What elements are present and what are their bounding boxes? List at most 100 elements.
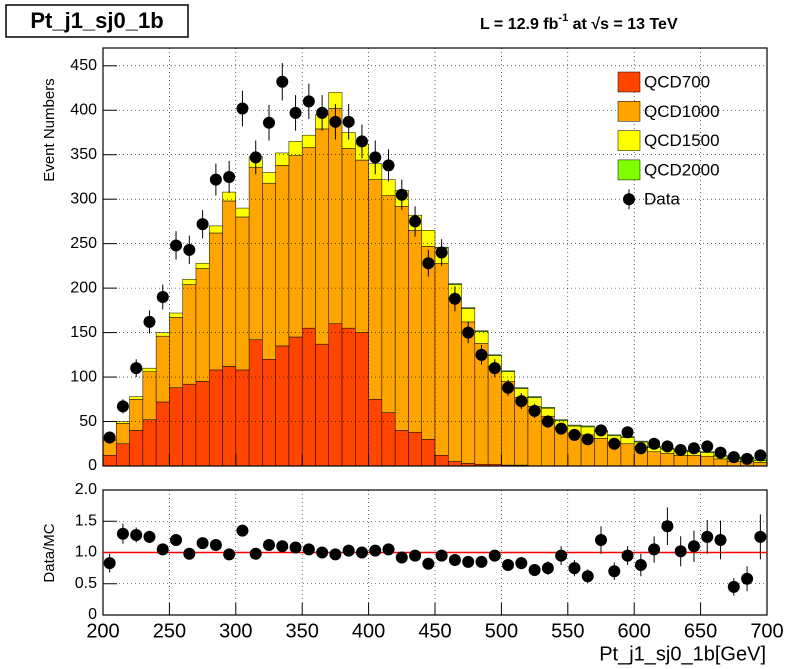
x-tick-label: 500 <box>485 620 518 642</box>
chart-title: Pt_j1_sj0_1b <box>30 8 163 33</box>
data-point <box>236 102 249 115</box>
histogram-segment <box>633 440 648 443</box>
data-point <box>727 580 740 593</box>
data-point <box>183 547 196 560</box>
histogram-segment <box>594 438 608 467</box>
annotation: L = 12.9 fb-1 at √s = 13 TeV <box>480 12 678 33</box>
histogram-segment <box>182 278 197 285</box>
histogram-segment <box>155 401 170 467</box>
data-point <box>541 562 554 575</box>
data-point <box>661 520 674 533</box>
data-point <box>488 362 501 375</box>
histogram-segment <box>448 283 462 285</box>
histogram-segment <box>315 343 330 467</box>
y-tick-label: 1.0 <box>75 544 97 561</box>
histogram-segment <box>368 399 383 467</box>
histogram-segment <box>713 458 728 467</box>
histogram-segment <box>540 407 555 409</box>
histogram-segment <box>222 200 237 367</box>
data-point <box>448 554 461 566</box>
x-tick-label: 550 <box>551 620 584 642</box>
y-axis-label: Event Numbers <box>41 78 58 181</box>
data-point <box>608 565 621 578</box>
data-point <box>568 562 581 575</box>
data-point <box>475 555 488 568</box>
data-point <box>555 549 568 562</box>
legend-label: Data <box>644 190 680 209</box>
histogram-segment <box>208 369 223 467</box>
data-point <box>741 572 754 585</box>
x-tick-label: 450 <box>418 620 451 642</box>
y-axis-label: Data/MC <box>41 523 58 582</box>
histogram-segment <box>487 366 502 465</box>
data-point <box>515 557 528 570</box>
y-tick-label: 250 <box>70 235 97 252</box>
data-point <box>714 446 727 459</box>
data-point <box>754 530 767 543</box>
data-point <box>528 404 541 417</box>
histogram-segment <box>116 443 130 467</box>
data-point <box>395 551 408 564</box>
histogram-segment <box>487 354 502 356</box>
histogram-segment <box>381 412 396 467</box>
data-point <box>422 557 435 570</box>
histogram-segment <box>660 453 675 467</box>
data-point <box>143 530 156 543</box>
x-tick-label: 700 <box>750 620 783 642</box>
data-point <box>103 431 116 444</box>
data-point <box>276 75 289 88</box>
data-point <box>422 257 435 270</box>
data-point <box>608 437 621 450</box>
data-point <box>382 543 395 556</box>
histogram-segment <box>514 387 529 389</box>
data-point <box>302 95 315 108</box>
data-point <box>236 524 249 537</box>
histogram-segment <box>275 345 290 467</box>
histogram-segment <box>248 166 263 340</box>
histogram-segment <box>142 367 157 372</box>
data-point <box>263 116 275 129</box>
data-point <box>541 415 554 428</box>
histogram-segment <box>301 147 316 329</box>
data-point <box>701 530 714 543</box>
data-point <box>196 537 209 550</box>
histogram-segment <box>116 421 130 424</box>
data-point <box>249 547 262 560</box>
data-point <box>196 218 209 231</box>
data-point <box>302 543 315 556</box>
histogram-segment <box>434 455 449 467</box>
data-point <box>276 540 289 553</box>
histogram-segment <box>448 461 462 467</box>
data-point <box>488 549 501 562</box>
data-point <box>143 315 156 328</box>
data-point <box>502 381 515 394</box>
annotation-part: at <box>568 16 591 33</box>
data-point <box>528 564 541 576</box>
data-point <box>515 395 528 408</box>
histogram-segment <box>328 108 343 324</box>
y-tick-label: 150 <box>70 324 97 341</box>
histogram-segment <box>341 327 356 467</box>
data-point <box>435 549 448 562</box>
histogram-segment <box>567 424 582 427</box>
legend-swatch <box>617 130 641 151</box>
data-point <box>701 440 714 453</box>
histogram-segment <box>235 207 250 218</box>
data-point <box>116 400 129 413</box>
data-point <box>661 440 674 453</box>
histogram-segment <box>301 327 316 467</box>
legend-label: QCD1500 <box>644 131 720 150</box>
histogram-segment <box>195 268 210 382</box>
y-tick-label: 300 <box>70 190 97 207</box>
data-point <box>130 529 143 541</box>
data-point <box>595 534 607 546</box>
histogram-segment <box>208 232 223 371</box>
histogram-segment <box>355 332 369 467</box>
data-point <box>621 549 634 562</box>
y-tick-label: 50 <box>79 413 97 430</box>
data-point <box>329 115 342 128</box>
y-tick-label: 0 <box>88 457 97 474</box>
data-point <box>727 451 740 464</box>
x-tick-label: 400 <box>352 620 385 642</box>
histogram-segment <box>222 191 237 202</box>
